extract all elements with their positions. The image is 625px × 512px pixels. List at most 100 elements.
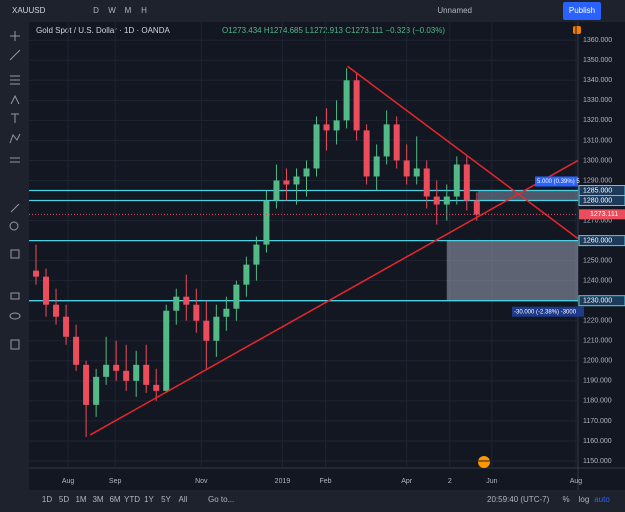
last-price-bg [579, 209, 625, 220]
candle-body [363, 130, 370, 177]
pattern-tool[interactable] [9, 133, 21, 144]
range-button[interactable]: 6M [109, 495, 120, 504]
candle-body [113, 364, 120, 371]
y-tick-label: 1190.000 [583, 378, 612, 385]
level-label: 1285.000 [583, 187, 612, 194]
last-price-label: 1273.111 [590, 211, 618, 218]
brush-tool[interactable] [10, 94, 20, 105]
candle-body [133, 364, 140, 381]
y-tick-label: 1250.000 [583, 257, 612, 264]
range-button[interactable]: 5D [59, 495, 69, 504]
scale-option[interactable]: % [562, 495, 569, 504]
candle-body [123, 370, 130, 381]
range-button[interactable]: 3M [92, 495, 103, 504]
trendline[interactable] [347, 65, 579, 240]
candle-body [213, 316, 220, 341]
y-tick-label: 1220.000 [583, 318, 612, 325]
range-button[interactable]: 5Y [161, 495, 171, 504]
range-button[interactable]: All [179, 495, 188, 504]
lock-tool[interactable] [10, 292, 20, 300]
candle-body [253, 244, 260, 265]
candle-body [423, 168, 430, 197]
candle-body [243, 264, 250, 285]
y-tick-label: 1150.000 [583, 458, 612, 465]
scale-option[interactable]: auto [594, 495, 610, 504]
range-button[interactable]: 1M [75, 495, 86, 504]
drawing-tools[interactable] [9, 31, 21, 350]
publish-label[interactable]: Publish [569, 6, 595, 15]
left-toolbar [0, 22, 29, 490]
x-tick-label: 2 [448, 478, 452, 485]
layout-name[interactable]: Unnamed [437, 6, 472, 15]
measure-box[interactable] [446, 240, 578, 301]
candle-body [33, 270, 40, 277]
interval-button[interactable]: H [141, 6, 147, 15]
candle-body [73, 336, 80, 365]
candle-body [153, 384, 160, 391]
candle-body [43, 276, 50, 305]
measure-label: -30.000 (-2.38%) -3000 [514, 309, 577, 315]
fib-tool[interactable] [10, 75, 20, 85]
y-tick-label: 1270.000 [583, 217, 612, 224]
candle-body [103, 364, 110, 377]
candle-body [273, 180, 280, 201]
candle-body [463, 164, 470, 201]
zoom-tool[interactable] [9, 221, 19, 231]
measure-label-bg [535, 176, 578, 187]
crosshair-tool[interactable] [10, 31, 20, 41]
y-tick-label: 1320.000 [583, 117, 612, 124]
visibility-tool[interactable] [9, 312, 21, 320]
y-tick-label: 1350.000 [583, 57, 612, 64]
candle-body [83, 364, 90, 405]
candle-body [383, 124, 390, 157]
trendline[interactable] [89, 159, 579, 436]
text-tool[interactable] [11, 113, 19, 123]
interval-button[interactable]: D [93, 6, 99, 15]
measure-box[interactable] [477, 190, 578, 201]
range-button[interactable]: 1D [42, 495, 52, 504]
candle-body [163, 310, 170, 391]
measure-tool[interactable] [10, 203, 20, 213]
candle-body [283, 180, 290, 185]
prediction-tool[interactable] [10, 157, 20, 163]
y-tick-label: 1340.000 [583, 77, 612, 84]
goto[interactable]: Go to... [208, 495, 234, 504]
candle-body [93, 376, 100, 405]
publish-button[interactable] [563, 2, 601, 20]
x-tick-label: Jun [486, 478, 497, 485]
y-tick-label: 1160.000 [583, 438, 612, 445]
level-label-bg [578, 235, 625, 247]
candle-body [63, 316, 70, 337]
candle-body [333, 120, 340, 131]
candle-body [143, 364, 150, 385]
candle-body [203, 320, 210, 341]
candle-body [433, 196, 440, 205]
candle-body [193, 304, 200, 321]
event-marker[interactable] [478, 456, 490, 468]
range-button[interactable]: YTD [124, 495, 140, 504]
symbol[interactable]: XAUUSD [12, 6, 46, 15]
x-tick-label: Aug [62, 478, 75, 485]
y-tick-label: 1360.000 [583, 37, 612, 44]
magnet-tool[interactable] [10, 249, 20, 259]
level-label-bg [578, 295, 625, 307]
candle-body [303, 168, 310, 177]
candle-body [453, 164, 460, 197]
measure-label-bg [512, 306, 584, 317]
candle-body [183, 296, 190, 305]
scale-option[interactable]: log [579, 495, 590, 504]
y-tick-label: 1290.000 [583, 177, 612, 184]
candle-body [313, 124, 320, 169]
range-button[interactable]: 1Y [144, 495, 154, 504]
y-tick-label: 1310.000 [583, 137, 612, 144]
interval-button[interactable]: M [125, 6, 132, 15]
clock: 20:59:40 (UTC-7) [487, 495, 550, 504]
trash-tool[interactable] [10, 339, 20, 350]
interval-button[interactable]: W [108, 6, 116, 15]
measure-label: 5.000 (0.39%) 5 [537, 179, 580, 185]
y-tick-label: 1210.000 [583, 338, 612, 345]
trend-tool[interactable] [9, 49, 21, 61]
bottom-toolbar [0, 490, 625, 512]
candle-body [343, 80, 350, 121]
